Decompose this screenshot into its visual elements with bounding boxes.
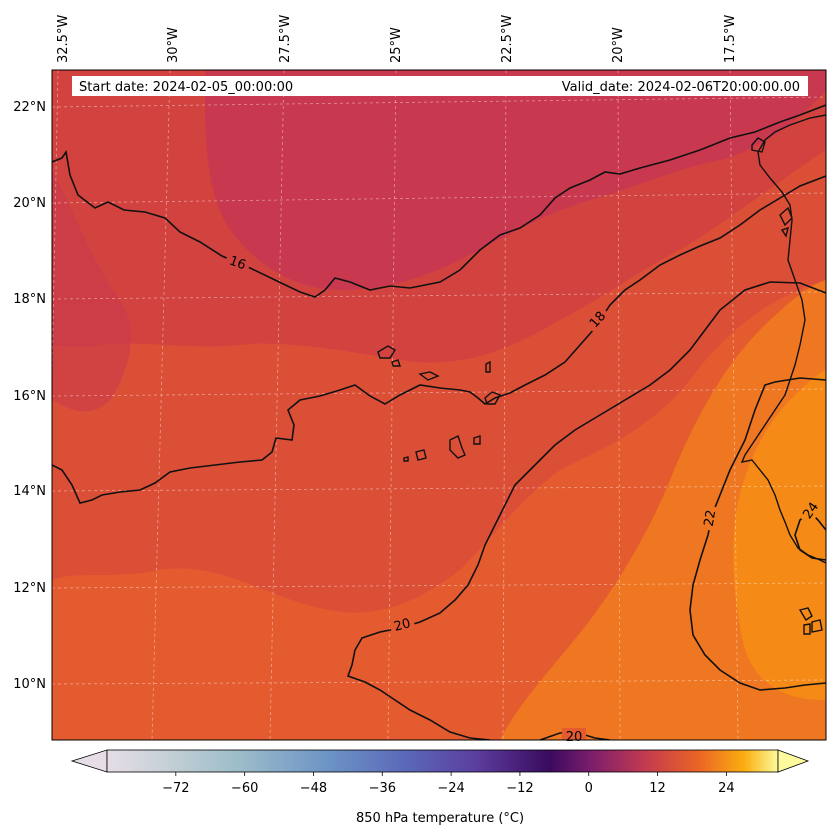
band-14-16 (205, 70, 826, 290)
lat-tick-label: 20°N (13, 196, 46, 211)
colorbar-min-extend (70, 749, 108, 773)
gridline-lon-25 (387, 70, 397, 740)
lat-tick-label: 16°N (13, 389, 46, 404)
date-info-box (72, 76, 808, 96)
longitude-tick-labels: 32.5°W 30°W 27.5°W 25°W 22.5°W 20°W 17.5… (56, 15, 738, 63)
coast-islet-2 (780, 226, 789, 238)
lat-tick-label: 10°N (13, 677, 46, 692)
colorbar-ticks: −72 −60 −48 −36 −24 −12 0 12 24 (162, 772, 735, 796)
latitude-tick-labels: 22°N 20°N 18°N 16°N 14°N 12°N 10°N (13, 100, 46, 692)
contour-label-24-bg (797, 496, 825, 525)
contour-label-18-bg (583, 305, 612, 334)
coastlines (377, 114, 826, 635)
colorbar-gradient (106, 749, 779, 773)
gridline-lon-20 (617, 70, 621, 740)
isotherm-22 (689, 377, 826, 691)
colorbar-tick-label: 12 (649, 781, 666, 796)
gridline-lon-22-5 (502, 70, 507, 740)
colorbar-tick-label: −60 (231, 781, 258, 796)
isotherm-18 (52, 175, 826, 504)
temperature-field (52, 70, 826, 740)
lon-tick-label: 25°W (389, 27, 404, 63)
lat-tick-label: 12°N (13, 581, 46, 596)
cape-verde-sao-vicente (391, 359, 401, 367)
lon-tick-label: 17.5°W (723, 15, 738, 63)
cape-verde-brava (403, 456, 409, 462)
cape-verde-boa-vista (484, 391, 502, 405)
gridline-lon-17-5 (729, 70, 739, 740)
start-date-label: Start date: 2024-02-05_00:00:00 (79, 80, 293, 95)
contour-label-22-bg (700, 504, 720, 532)
band-24-26 (733, 370, 826, 700)
lat-tick-label: 14°N (13, 484, 46, 499)
colorbar-tick-label: 0 (585, 781, 593, 796)
isotherm-20 (346, 281, 826, 740)
cape-verde-maio (473, 435, 481, 445)
cape-verde-fogo (415, 449, 427, 461)
colorbar-tick-label: −48 (300, 781, 327, 796)
lon-tick-label: 27.5°W (278, 15, 293, 63)
coast-islet-1 (779, 206, 793, 227)
lon-tick-label: 20°W (611, 27, 626, 63)
map-frame (51, 69, 827, 741)
contour-label-16: 16 (227, 254, 248, 274)
western-sahara-coast (751, 137, 766, 153)
africa-coastline (740, 114, 826, 564)
graticule (52, 70, 826, 740)
valid-date-label: Valid_date: 2024-02-06T20:00:00.00 (562, 80, 800, 95)
isotherm-16 (52, 104, 826, 298)
colorbar: −72 −60 −48 −36 −24 −12 0 12 24 850 hPa temperat… (70, 749, 810, 826)
lat-tick-label: 22°N (13, 100, 46, 115)
gridline-lon-30 (151, 70, 171, 740)
colorbar-tick-label: −36 (369, 781, 396, 796)
contour-label-22: 22 (702, 509, 720, 528)
colorbar-label: 850 hPa temperature (°C) (356, 811, 524, 826)
lat-tick-label: 18°N (13, 292, 46, 307)
lon-tick-label: 32.5°W (56, 15, 71, 63)
bissagos-islands (798, 607, 823, 635)
cape-verde-santo-antao (377, 345, 396, 359)
colorbar-max-extend (777, 749, 810, 773)
band-14-16-west (52, 170, 131, 412)
colorbar-tick-label: 24 (718, 781, 735, 796)
isotherm-24 (794, 510, 826, 561)
contour-label-20-bg (388, 614, 416, 636)
colorbar-tick-label: −12 (506, 781, 533, 796)
colorbar-tick-label: −72 (162, 781, 189, 796)
contour-label-20: 20 (392, 616, 412, 635)
gridline-lon-27-5 (269, 70, 285, 740)
contour-label-20-south-bg (562, 728, 586, 740)
cape-verde-santiago (449, 435, 466, 459)
lon-tick-label: 30°W (166, 27, 181, 63)
lon-tick-label: 22.5°W (500, 15, 515, 63)
colorbar-tick-label: −24 (437, 781, 464, 796)
cape-verde-sal (485, 360, 491, 373)
cape-verde-sao-nicolau (418, 371, 440, 381)
contour-label-20-south: 20 (566, 730, 583, 745)
contour-label-16-bg (223, 250, 253, 274)
